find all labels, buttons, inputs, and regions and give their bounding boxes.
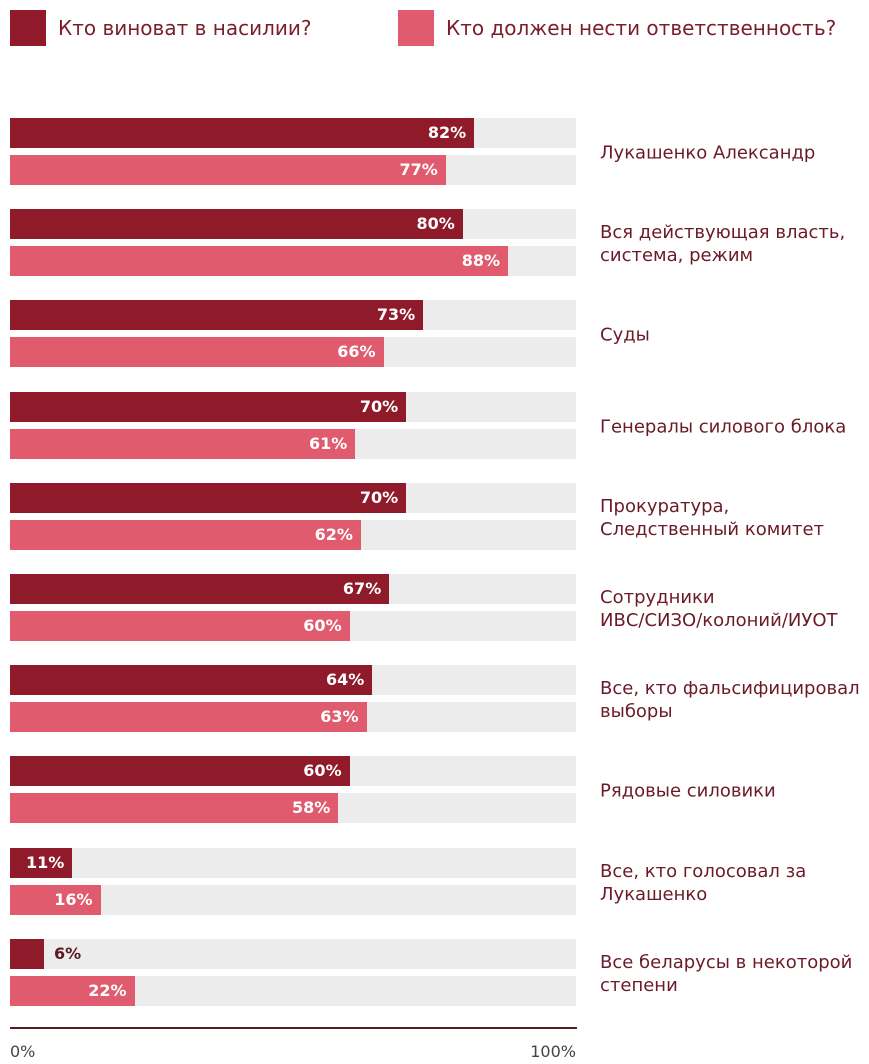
value-label: 88% [461,251,501,271]
bar [10,246,509,277]
category-label: Все, кто фальсифицировал выборы [600,678,860,723]
value-label: 63% [320,707,359,727]
value-label: 73% [376,305,416,325]
value-label: 67% [342,579,382,598]
value-label: 61% [308,433,348,453]
bar-track [10,938,576,969]
category-label: Сотрудники ИВС/СИЗО/колоний/ИУОТ [600,587,838,631]
value-label: 62% [314,524,353,544]
value-label: 77% [399,160,438,179]
category-label: Лукашенко Александр [600,142,816,164]
bar [10,118,475,148]
bar-track [10,884,576,915]
bar [10,702,367,733]
bar [10,611,350,641]
bar [10,300,424,331]
x-tick-label: 0% [10,1042,36,1061]
value-label: 70% [359,396,399,416]
bar [10,756,350,787]
tick-mark [9,1027,11,1029]
value-label: 6% [53,943,82,963]
value-label: 60% [303,616,342,635]
value-label: 64% [325,670,365,690]
bar [10,428,356,459]
category-label: Все, кто голосовал за Лукашенко [600,860,807,905]
axis-line [10,1027,576,1029]
bar [10,665,373,696]
bar [10,938,44,969]
bar [10,884,101,915]
legend-label: Кто должен нести ответственность? [446,16,837,40]
category-label: Суды [600,324,650,346]
category-label: Генералы силового блока [600,416,847,438]
value-label: 22% [88,980,127,1000]
value-label: 60% [303,761,342,781]
value-label: 70% [359,487,399,507]
value-label: 58% [291,798,331,818]
value-label: 80% [416,214,455,234]
bar [10,209,463,240]
bar [10,793,339,824]
bar [10,337,384,368]
legend-swatch [398,10,434,46]
value-label: 82% [427,123,467,142]
bar [10,975,135,1006]
bar [10,519,361,550]
category-label: Прокуратура, Следственный комитет [600,495,825,540]
category-label: Вся действующая власть, система, режим [600,222,846,267]
value-label: 11% [25,852,65,872]
legend-swatch [10,10,46,46]
x-tick-label: 100% [530,1042,576,1061]
legend-label: Кто виноват в насилии? [58,16,312,40]
bar [10,391,407,422]
category-label: Рядовые силовики [600,780,776,802]
tick-mark [575,1027,577,1029]
value-label: 66% [337,342,376,362]
bar-track [10,847,576,878]
bar [10,847,73,878]
bar [10,482,407,513]
bar [10,574,390,604]
category-label: Все беларусы в некоторой степени [600,951,853,996]
value-label: 16% [54,889,93,909]
bar [10,155,446,185]
